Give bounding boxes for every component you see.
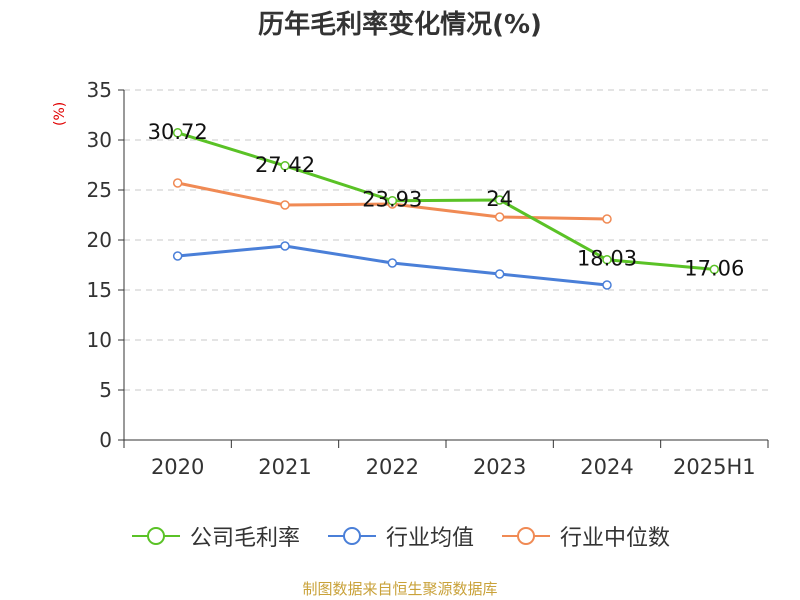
x-tick-label: 2021 <box>258 455 311 479</box>
y-tick-label: 0 <box>99 428 112 452</box>
data-label: 27.42 <box>255 153 315 177</box>
x-tick-label: 2025H1 <box>673 455 756 479</box>
y-tick-label: 25 <box>87 178 112 202</box>
legend-marker-icon <box>502 527 550 545</box>
data-point <box>280 241 290 251</box>
data-point <box>494 212 505 222</box>
legend-label: 行业均值 <box>385 526 474 551</box>
data-source-note: 制图数据来自恒生聚源数据库 <box>302 580 498 598</box>
data-label: 18.03 <box>577 247 637 271</box>
chart-legend: 公司毛利率 行业均值 行业中位数 <box>0 520 800 552</box>
series-line <box>177 131 715 271</box>
data-point <box>172 128 183 138</box>
legend-label: 行业中位数 <box>560 526 671 551</box>
data-point <box>602 280 612 290</box>
y-tick-label: 10 <box>87 328 112 352</box>
data-label: 30.72 <box>148 120 208 144</box>
data-label: 24 <box>486 187 513 211</box>
data-point <box>494 195 505 205</box>
y-tick-label: 15 <box>87 278 112 302</box>
legend-marker-icon <box>327 527 376 545</box>
y-tick-label: 20 <box>87 228 112 252</box>
data-point <box>387 258 398 268</box>
x-tick-label: 2023 <box>473 455 526 479</box>
data-point <box>280 161 290 171</box>
data-point <box>709 264 720 275</box>
data-point <box>494 269 505 279</box>
y-tick-label: 5 <box>99 378 112 402</box>
legend-marker-icon <box>131 527 180 545</box>
y-tick-label: 35 <box>87 78 112 102</box>
data-point <box>280 200 290 210</box>
x-tick-label: 2024 <box>580 455 633 479</box>
data-point <box>387 195 398 206</box>
legend-label: 公司毛利率 <box>189 526 300 551</box>
data-point <box>172 251 183 261</box>
x-tick-label: 2022 <box>366 455 419 479</box>
chart-title: 历年毛利率变化情况(%) <box>258 10 542 40</box>
legend-item[interactable]: 行业均值 <box>326 520 474 552</box>
data-label: 17.06 <box>684 256 744 280</box>
x-tick-label: 2020 <box>151 455 204 479</box>
legend-item[interactable]: 公司毛利率 <box>130 520 300 552</box>
data-point <box>602 254 612 265</box>
legend-item[interactable]: 行业中位数 <box>500 520 670 552</box>
y-tick-label: 30 <box>87 128 112 152</box>
data-point <box>172 178 183 188</box>
data-label: 23.93 <box>362 188 422 212</box>
data-point <box>602 214 612 224</box>
